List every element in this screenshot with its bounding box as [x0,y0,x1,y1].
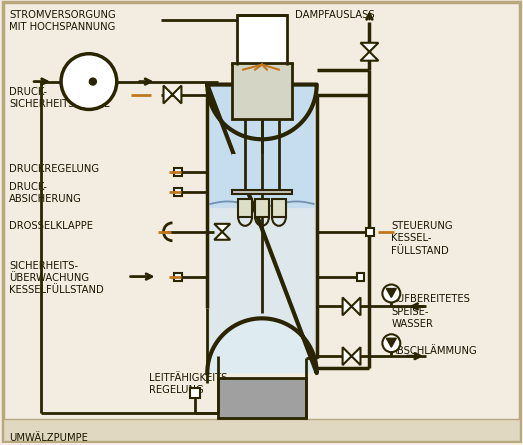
Polygon shape [207,318,317,373]
Bar [3,419,520,441]
Bar [232,63,292,119]
Polygon shape [343,347,351,365]
Text: DRUCKREGELUNG: DRUCKREGELUNG [9,164,99,174]
Polygon shape [214,224,230,232]
Polygon shape [207,318,317,373]
Text: DRUCK-
SICHERHEITSVENTIL: DRUCK- SICHERHEITSVENTIL [9,86,110,109]
Text: LEITFÄHIGKEITS-
REGELUNG: LEITFÄHIGKEITS- REGELUNG [149,373,231,396]
Polygon shape [214,232,230,240]
Text: DAMPFAUSLASS: DAMPFAUSLASS [295,10,374,20]
Polygon shape [164,85,173,103]
Polygon shape [210,85,314,136]
Bar [218,378,306,418]
Text: STEUERUNG
KESSEL-
FÜLLSTAND: STEUERUNG KESSEL- FÜLLSTAND [391,221,453,256]
Polygon shape [207,85,317,139]
Bar [175,273,183,280]
Polygon shape [386,338,396,347]
Bar [175,168,183,176]
Bar [175,188,183,196]
Bar [190,388,200,398]
Text: SICHERHEITS-
ÜBERWACHUNG
KESSELFÜLLSTAND: SICHERHEITS- ÜBERWACHUNG KESSELFÜLLSTAND [9,261,104,295]
Circle shape [89,78,96,85]
Text: DROSSELKLAPPE: DROSSELKLAPPE [9,221,93,231]
Polygon shape [351,297,360,316]
Bar [237,15,287,65]
Bar [238,199,252,217]
Bar [255,199,269,217]
Text: UMWÄLZPUMPE: UMWÄLZPUMPE [9,433,88,443]
Polygon shape [360,52,379,61]
Bar [210,85,314,204]
Bar [210,204,314,373]
Circle shape [382,334,400,352]
Bar [207,85,317,373]
Polygon shape [343,297,351,316]
Text: AUFBEREITETES
SPEISE-
WASSER: AUFBEREITETES SPEISE- WASSER [391,295,471,329]
Bar [357,273,365,280]
Bar [232,154,292,194]
Text: ABSCHLÄMMUNG: ABSCHLÄMMUNG [391,346,478,356]
Bar [272,199,286,217]
Circle shape [382,284,400,303]
Text: STROMVERSORGUNG
MIT HOCHSPANNUNG: STROMVERSORGUNG MIT HOCHSPANNUNG [9,10,116,32]
Polygon shape [351,347,360,365]
Bar [367,228,374,236]
Polygon shape [360,43,379,52]
Polygon shape [173,85,181,103]
Text: DRUCK-
ABSICHERUNG: DRUCK- ABSICHERUNG [9,182,82,204]
Circle shape [61,54,117,109]
Polygon shape [386,288,396,297]
Bar [232,190,292,194]
